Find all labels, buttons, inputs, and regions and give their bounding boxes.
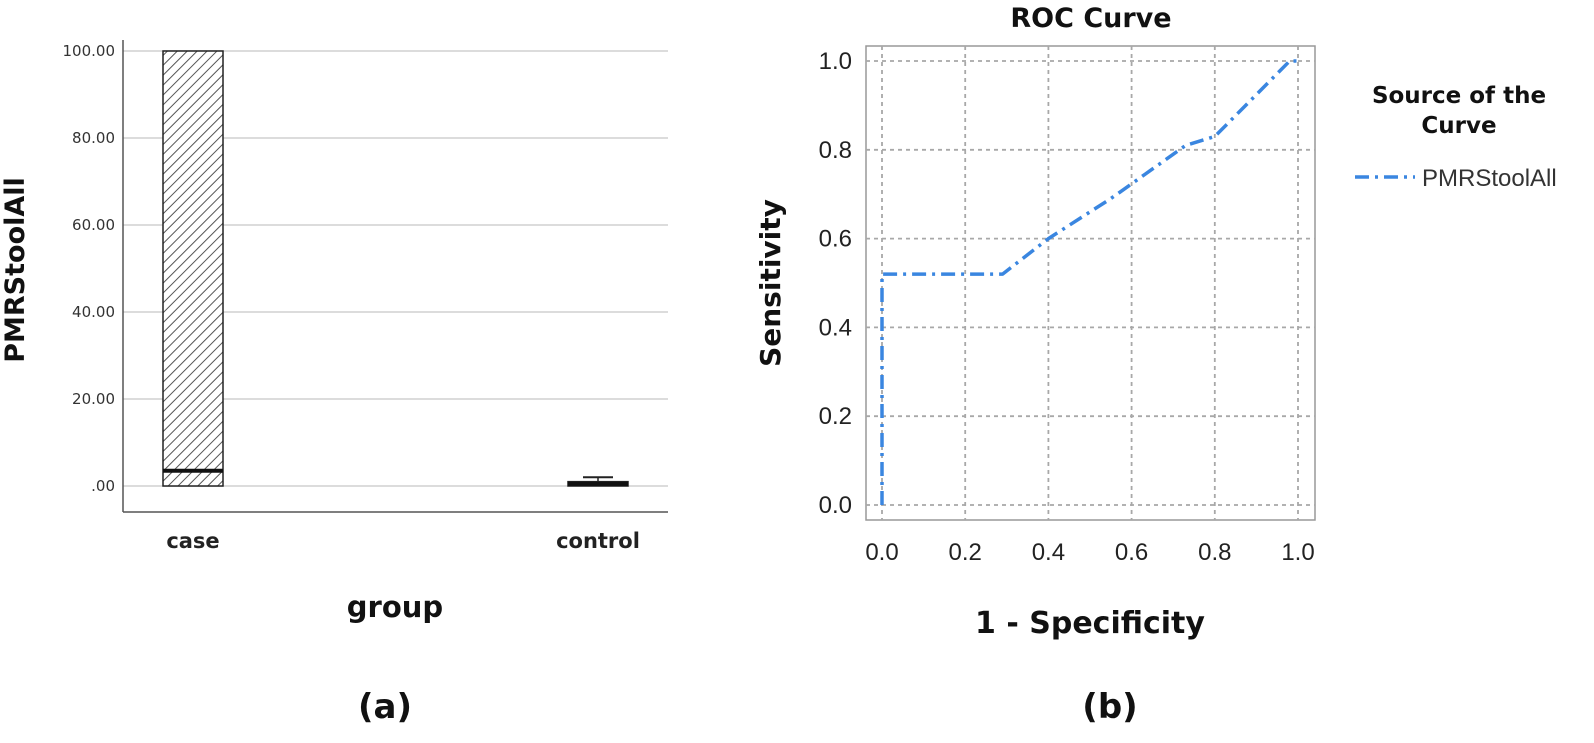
legend-title-line-2: Curve — [1421, 113, 1496, 139]
roc-y-tick-label: 1.0 — [819, 48, 852, 75]
legend-title-line-1: Source of the — [1372, 83, 1546, 109]
roc-y-tick-label: 0.8 — [819, 137, 852, 164]
roc-x-tick-labels: 0.0 0.2 0.4 0.6 0.8 1.0 — [865, 539, 1314, 566]
boxplot-y-tick-label: 100.00 — [63, 42, 116, 60]
boxplot-boxes — [162, 50, 629, 487]
roc-y-tick-label: 0.4 — [819, 314, 852, 341]
roc-x-tick-label: 0.2 — [949, 539, 982, 566]
boxplot-category-labels: case control — [166, 529, 640, 553]
boxplot-y-tick-label: 40.00 — [72, 303, 115, 321]
boxplot-panel: .00 20.00 40.00 60.00 80.00 100.00 case contro… — [0, 40, 668, 727]
roc-panel: ROC Curve 0.00.20.40.60.81.0 0.0 0.2 0.4 0.… — [754, 3, 1557, 727]
roc-legend: Source of the Curve PMRStoolAll — [1355, 83, 1557, 192]
roc-y-tick-label: 0.0 — [819, 492, 852, 519]
legend-series-label: PMRStoolAll — [1422, 165, 1557, 192]
roc-x-tick-label: 1.0 — [1281, 539, 1314, 566]
panel-label-a: (a) — [358, 687, 412, 727]
roc-series — [880, 59, 1298, 505]
boxplot-x-axis-title: group — [347, 590, 443, 624]
box-case — [162, 50, 224, 487]
roc-curve-line — [880, 59, 1298, 505]
boxplot-y-axis-title: PMRStoolAll — [0, 177, 31, 363]
roc-x-axis-title: 1 - Specificity — [975, 606, 1205, 641]
boxplot-y-tick-labels: .00 20.00 40.00 60.00 80.00 100.00 — [63, 42, 116, 495]
roc-y-tick-label: 0.2 — [819, 403, 852, 430]
roc-gridlines — [866, 46, 1315, 520]
roc-x-tick-label: 0.0 — [865, 539, 898, 566]
roc-x-tick-label: 0.8 — [1198, 539, 1231, 566]
boxplot-y-tick-label: .00 — [91, 477, 115, 495]
roc-y-tick-labels: 0.0 0.2 0.4 0.6 0.8 1.0 — [819, 48, 852, 519]
roc-plot-frame — [865, 45, 1316, 521]
boxplot-y-tick-label: 80.00 — [72, 129, 115, 147]
roc-y-axis-title: Sensitivity — [754, 199, 787, 367]
boxplot-axes — [122, 40, 668, 513]
roc-x-tick-label: 0.4 — [1032, 539, 1065, 566]
roc-x-tick-label: 0.6 — [1115, 539, 1148, 566]
boxplot-y-tick-label: 20.00 — [72, 390, 115, 408]
roc-title: ROC Curve — [1010, 3, 1171, 34]
boxplot-category-label: case — [166, 529, 219, 553]
roc-y-tick-label: 0.6 — [819, 226, 852, 253]
boxplot-category-label: control — [556, 529, 640, 553]
panel-label-b: (b) — [1082, 687, 1137, 727]
boxplot-y-tick-label: 60.00 — [72, 216, 115, 234]
